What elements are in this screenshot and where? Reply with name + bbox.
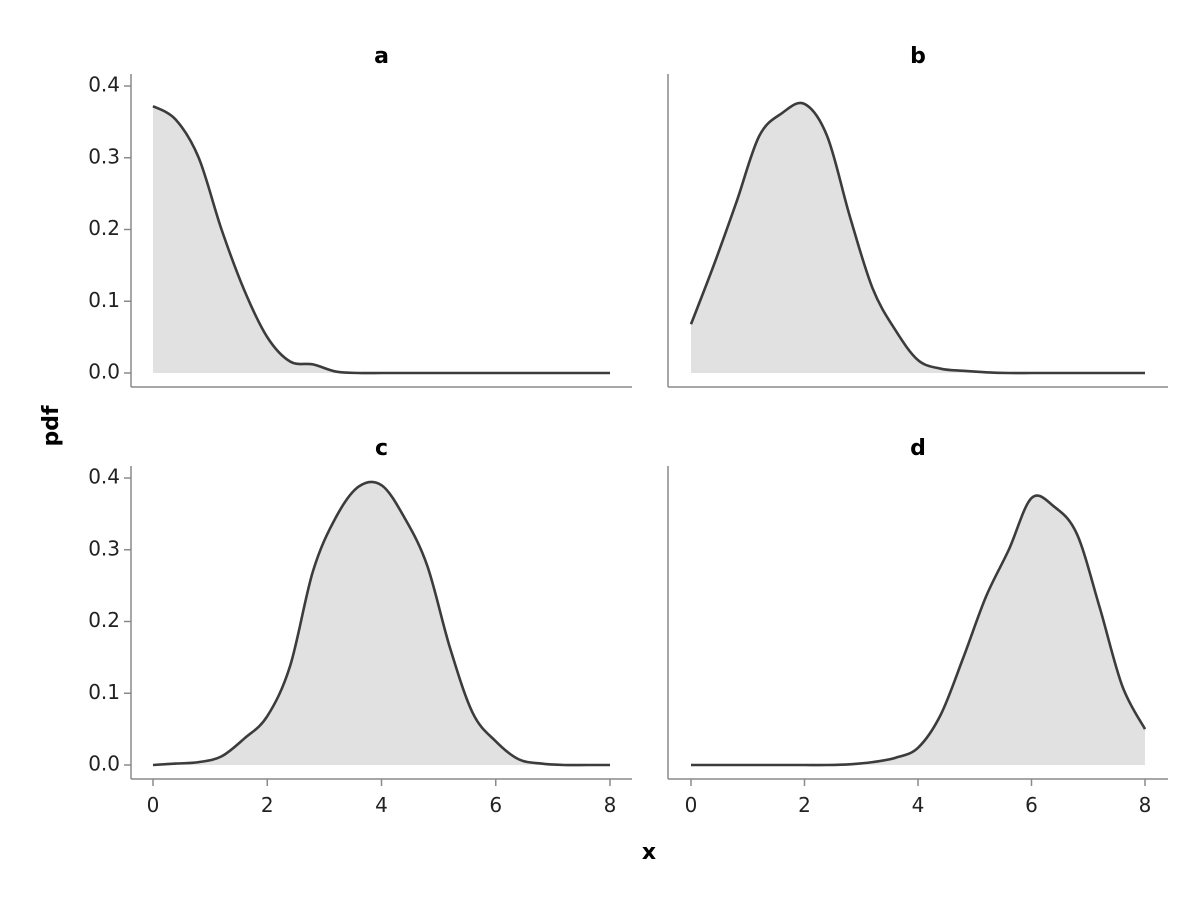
density-area [153,106,610,374]
density-area [153,481,610,766]
x-axis-title: x [642,840,656,865]
panel-b: b [667,44,1168,388]
panel-title: c [375,436,388,461]
y-tick-label: 0.2 [88,608,120,632]
y-tick-label: 0.1 [88,288,120,312]
y-tick-label: 0.4 [88,465,120,489]
density-curve [689,101,1145,375]
x-tick-label: 0 [147,793,160,817]
panel-title: b [910,44,926,69]
density-curve [152,104,610,375]
panel-title: a [374,44,389,69]
x-tick-label: 6 [489,793,502,817]
x-tick-label: 2 [798,793,811,817]
panel-c: c 0.0 0.1 0.2 0.3 0.4 0 2 4 6 8 [88,436,632,817]
panel-title: d [910,436,926,461]
y-tick-label: 0.3 [88,536,120,560]
panel-d: d 0 2 4 6 8 [667,436,1168,817]
density-curve [690,494,1147,767]
x-tick-label: 2 [261,793,274,817]
density-curve [152,480,610,767]
y-tick-label: 0.2 [88,216,120,240]
panel-a: a 0.0 0.1 0.2 0.3 0.4 [88,44,632,388]
y-axis-title: pdf [39,405,64,446]
y-tick-label: 0.3 [88,144,120,168]
x-tick-label: 8 [1139,793,1152,817]
y-tick-label: 0.4 [88,73,120,97]
y-tick-label: 0.0 [88,752,120,776]
y-tick-label: 0.1 [88,680,120,704]
x-tick-label: 6 [1025,793,1038,817]
x-tick-label: 8 [604,793,617,817]
density-area [691,495,1145,766]
x-tick-label: 0 [685,793,698,817]
y-tick-label: 0.0 [88,360,120,384]
density-area [691,102,1145,374]
x-tick-label: 4 [375,793,388,817]
x-tick-label: 4 [912,793,925,817]
